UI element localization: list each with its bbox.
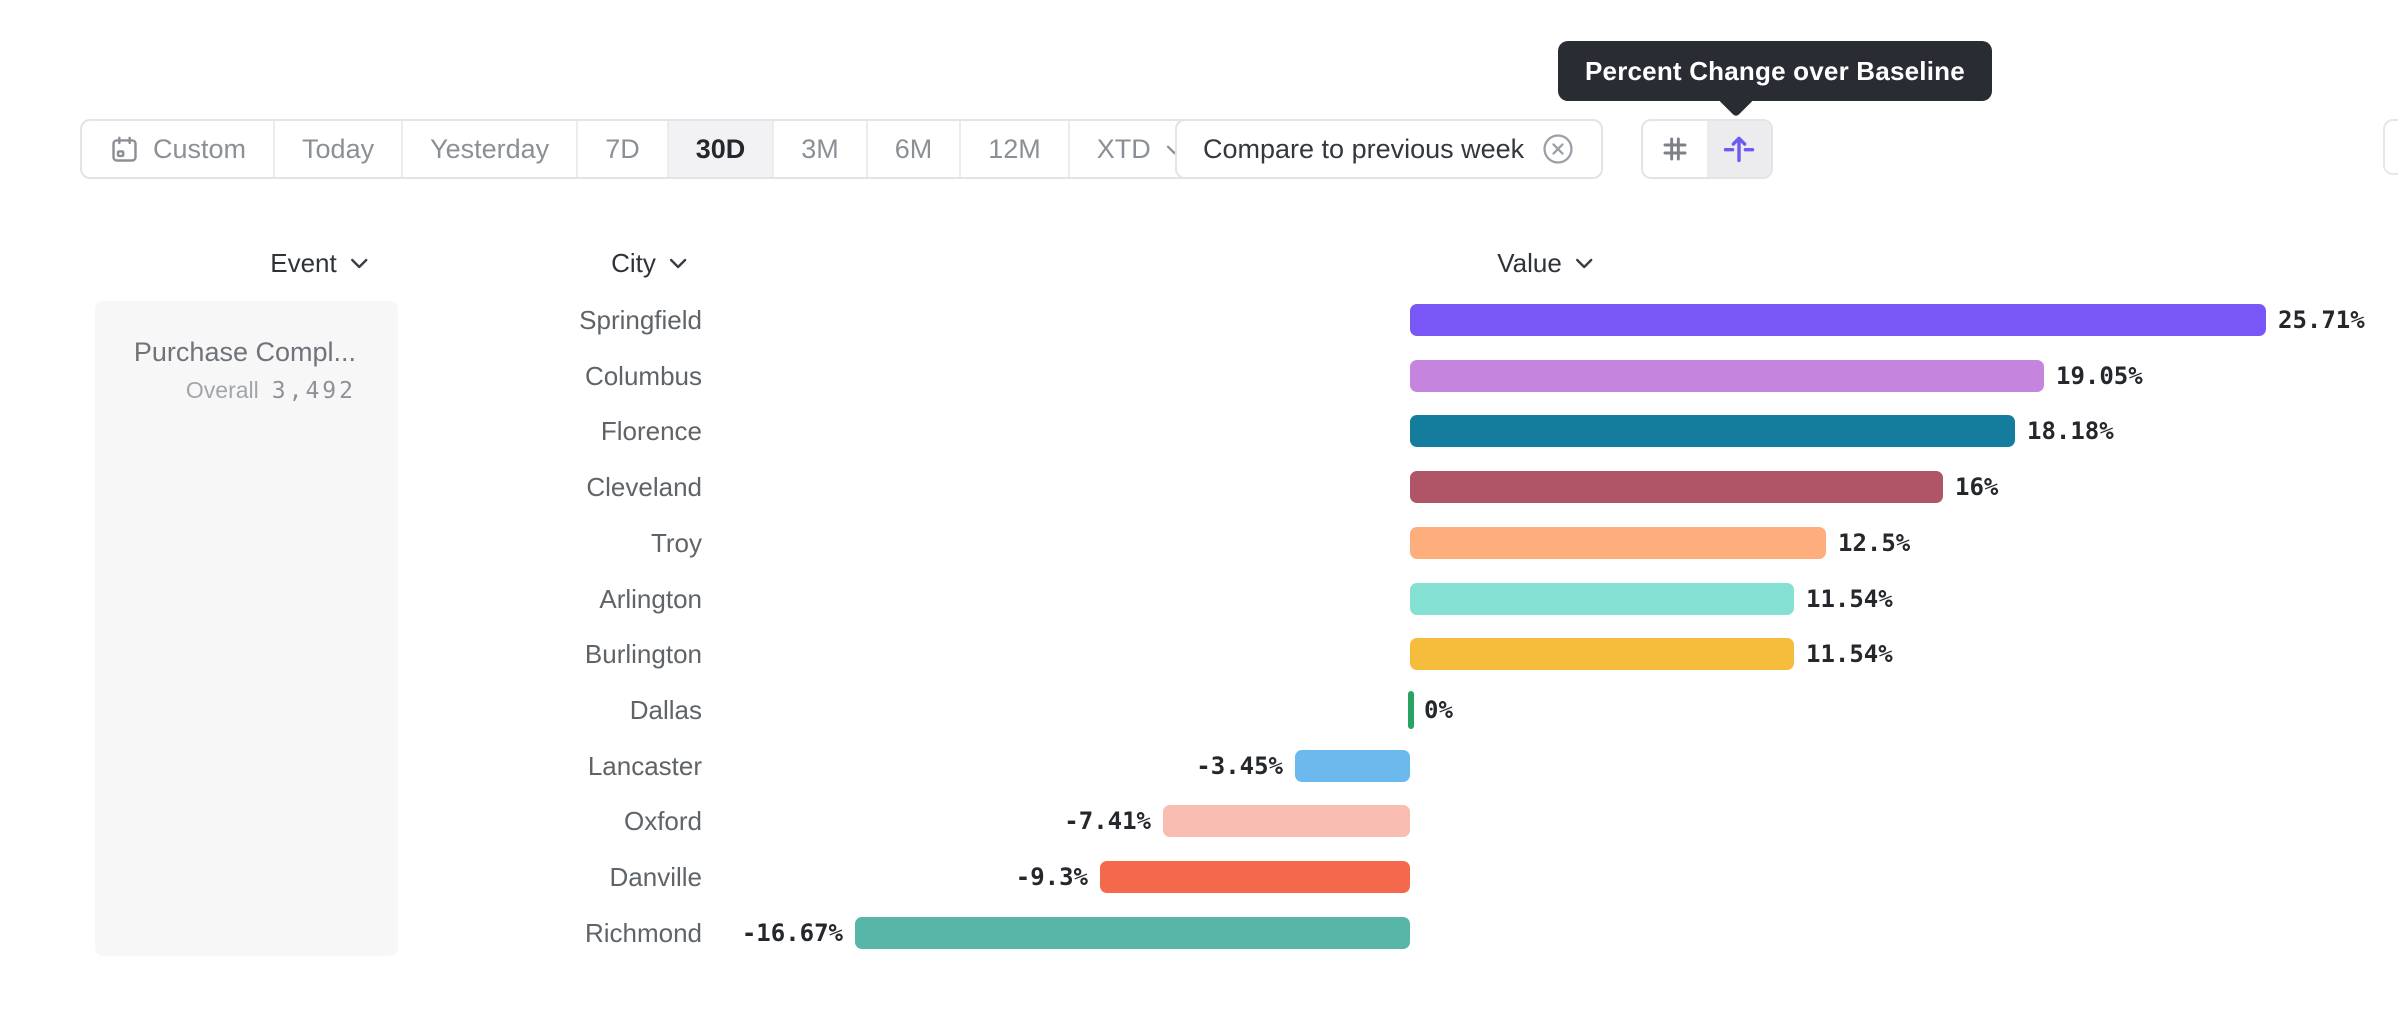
chevron-down-icon: [1573, 256, 1595, 270]
date-range-label: 30D: [695, 133, 746, 164]
overflow-button-partial[interactable]: [2383, 119, 2398, 175]
date-range-label: Today: [302, 133, 375, 164]
date-range-3m[interactable]: 3M: [774, 121, 868, 177]
date-range-label: Custom: [153, 133, 247, 164]
event-overall: Overall 3,492: [95, 377, 356, 404]
value-bar[interactable]: [1410, 304, 2266, 336]
date-range-xtd[interactable]: XTD: [1070, 121, 1212, 177]
date-range-12m[interactable]: 12M: [961, 121, 1070, 177]
calendar-icon: [109, 134, 140, 165]
compare-chip[interactable]: Compare to previous week: [1175, 119, 1604, 179]
date-range-30d[interactable]: 30D: [668, 121, 775, 177]
chart-row: Oxford -7.41%: [0, 793, 2398, 849]
value-bar[interactable]: [1295, 749, 1410, 782]
column-header-value-label: Value: [1497, 247, 1562, 278]
zero-tick[interactable]: [1408, 690, 1414, 729]
date-range-label: Yesterday: [430, 133, 550, 164]
date-range-group: Custom Today Yesterday 7D 30D 3M 6M 12M XTD: [80, 119, 1214, 179]
chart-row: Arlington 11.54%: [0, 571, 2398, 627]
chevron-down-icon: [348, 256, 370, 270]
percent-baseline-view-button[interactable]: [1707, 121, 1771, 177]
chart-row: Florence 18.18%: [0, 403, 2398, 459]
city-label: Oxford: [623, 806, 702, 837]
value-bar[interactable]: [1410, 415, 2015, 448]
column-header-value[interactable]: Value: [1497, 245, 1595, 281]
value-bar[interactable]: [1410, 638, 1794, 671]
chart-row: Lancaster -3.45%: [0, 738, 2398, 794]
value-label: -9.3%: [1015, 863, 1088, 891]
value-label: 0%: [1424, 695, 1453, 724]
hash-icon: [1659, 133, 1691, 165]
city-label: Troy: [650, 527, 702, 558]
city-label: Springfield: [579, 305, 702, 335]
city-label: Richmond: [584, 917, 702, 948]
chart-row: Richmond -16.67%: [0, 905, 2398, 961]
value-bar[interactable]: [855, 916, 1410, 949]
chart-row: Cleveland 16%: [0, 459, 2398, 515]
value-label: 11.54%: [1806, 584, 1893, 613]
percent-baseline-icon: [1722, 132, 1756, 166]
chevron-down-icon: [667, 256, 689, 270]
number-view-button[interactable]: [1643, 121, 1707, 177]
value-bar[interactable]: [1163, 805, 1410, 838]
value-bar[interactable]: [1410, 582, 1794, 615]
value-label: 18.18%: [2027, 417, 2114, 446]
value-label: -7.41%: [1064, 807, 1151, 836]
date-range-custom[interactable]: Custom: [82, 121, 276, 177]
compare-chip-label: Compare to previous week: [1203, 133, 1525, 164]
value-bar[interactable]: [1100, 861, 1410, 893]
date-range-7d[interactable]: 7D: [578, 121, 669, 177]
value-label: 16%: [1955, 473, 1999, 502]
column-header-event-label: Event: [270, 247, 337, 278]
value-label: -3.45%: [1196, 751, 1283, 780]
chart-row: Troy 12.5%: [0, 515, 2398, 571]
column-header-city[interactable]: City: [611, 245, 689, 281]
chart-row: Springfield 25.71%: [0, 292, 2398, 348]
column-header-city-label: City: [611, 247, 656, 278]
city-label: Dallas: [629, 694, 702, 725]
date-range-yesterday[interactable]: Yesterday: [403, 121, 579, 177]
city-label: Burlington: [584, 639, 702, 670]
city-label: Lancaster: [587, 750, 702, 781]
value-label: -16.67%: [741, 918, 843, 947]
value-label: 25.71%: [2278, 306, 2365, 334]
chart-row: Danville -9.3%: [0, 849, 2398, 905]
value-label: 12.5%: [1838, 528, 1911, 557]
value-bar[interactable]: [1410, 526, 1826, 559]
view-toggle-group: [1641, 119, 1773, 179]
value-label: 11.54%: [1806, 640, 1893, 669]
date-range-today[interactable]: Today: [275, 121, 404, 177]
chart-row: Burlington 11.54%: [0, 626, 2398, 682]
overall-label: Overall: [185, 377, 259, 403]
chart-row: Columbus 19.05%: [0, 348, 2398, 404]
overall-value: 3,492: [271, 378, 356, 404]
city-label: Arlington: [599, 583, 702, 614]
city-label: Florence: [600, 416, 702, 447]
tooltip-label: Percent Change over Baseline: [1585, 55, 1965, 86]
date-range-label: 12M: [988, 133, 1041, 164]
city-label: Columbus: [584, 360, 702, 391]
date-range-label: 3M: [801, 133, 839, 164]
chart-row: Dallas 0%: [0, 682, 2398, 738]
city-label: Cleveland: [586, 472, 702, 503]
value-label: 19.05%: [2056, 361, 2143, 390]
column-header-event[interactable]: Event: [270, 245, 370, 281]
date-range-6m[interactable]: 6M: [868, 121, 962, 177]
event-cell[interactable]: Purchase Compl... Overall 3,492: [95, 301, 398, 956]
date-range-label: 7D: [605, 133, 640, 164]
percent-change-tooltip: Percent Change over Baseline: [1558, 41, 1992, 101]
date-range-label: XTD: [1096, 133, 1151, 164]
date-range-label: 6M: [894, 133, 933, 164]
value-bar[interactable]: [1410, 359, 2044, 392]
value-bar[interactable]: [1410, 471, 1943, 504]
city-label: Danville: [609, 862, 703, 892]
event-name: Purchase Compl...: [133, 337, 356, 367]
x-circle-icon[interactable]: [1541, 132, 1575, 166]
